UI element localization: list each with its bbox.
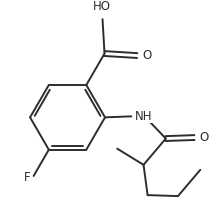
Text: O: O <box>142 49 151 62</box>
Text: HO: HO <box>92 0 110 13</box>
Text: O: O <box>199 131 209 144</box>
Text: F: F <box>24 171 31 184</box>
Text: NH: NH <box>134 110 152 123</box>
